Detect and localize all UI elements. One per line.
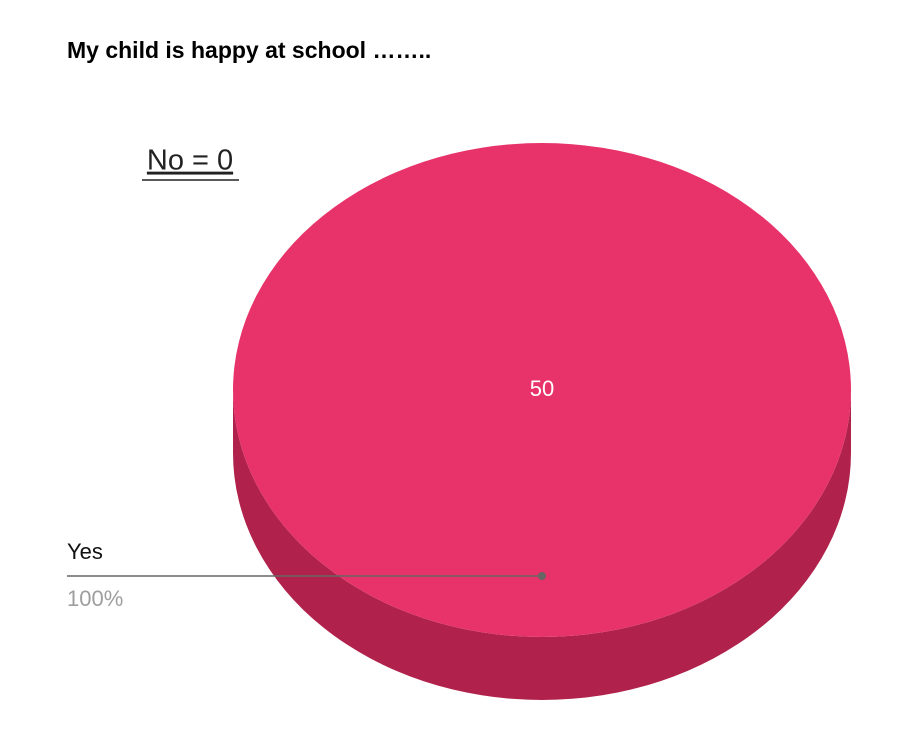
leader-dot [538,572,546,580]
pie-side [233,390,851,700]
data-label: 50 [530,376,554,401]
legend-label: Yes [67,539,103,564]
percent-label: 100% [67,586,123,611]
annotation: No = 0 [147,145,233,177]
chart-title: My child is happy at school …….. [67,37,431,63]
pie-slice [233,143,851,637]
